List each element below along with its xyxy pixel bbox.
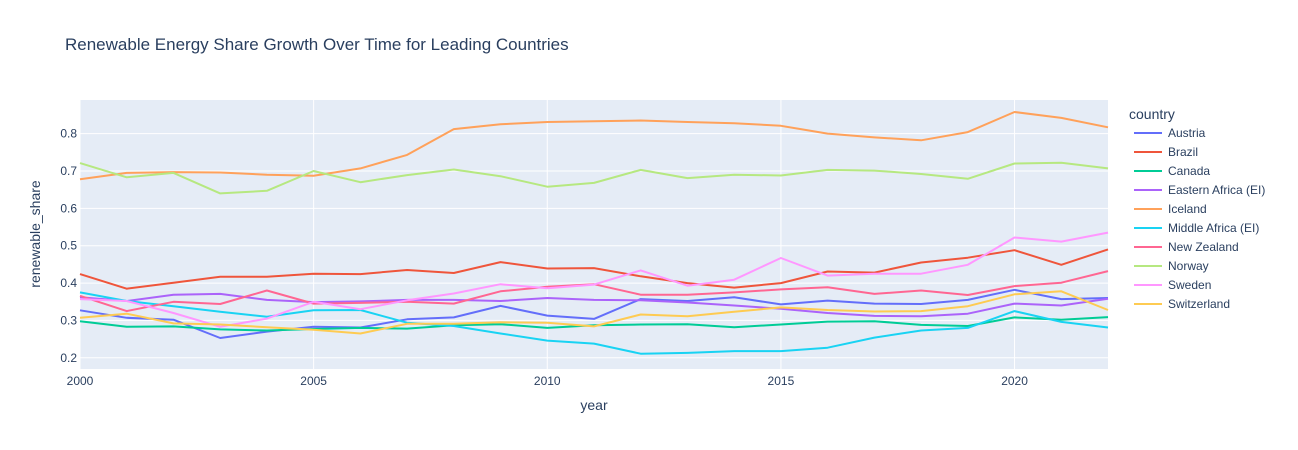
x-axis-title: year [580, 397, 608, 413]
y-tick-label: 0.8 [60, 127, 77, 141]
series-line-switzerland [79, 290, 1109, 335]
series-line-middle-africa-ei [79, 291, 1109, 355]
legend-label-eastern-africa-ei: Eastern Africa (EI) [1168, 183, 1265, 197]
legend-label-iceland: Iceland [1168, 202, 1207, 216]
y-tick-label: 0.2 [60, 351, 77, 365]
x-tick-label: 2010 [534, 374, 561, 388]
y-axis-ticks: 0.2 0.3 0.4 0.5 0.6 0.7 0.8 [60, 127, 77, 365]
legend-label-brazil: Brazil [1168, 145, 1198, 159]
legend-label-canada: Canada [1168, 164, 1210, 178]
legend: country Austria Brazil Canada Eastern Afric… [1129, 106, 1265, 311]
x-tick-label: 2015 [768, 374, 795, 388]
series-line-austria [79, 288, 1109, 339]
x-axis-ticks: 2000 2005 2010 2015 2020 [67, 374, 1029, 388]
legend-label-austria: Austria [1168, 126, 1206, 140]
legend-label-switzerland: Switzerland [1168, 297, 1230, 311]
series-line-brazil [79, 248, 1109, 290]
chart-title: Renewable Energy Share Growth Over Time … [65, 35, 569, 54]
x-tick-label: 2020 [1001, 374, 1028, 388]
y-tick-label: 0.4 [60, 276, 77, 290]
y-tick-label: 0.5 [60, 239, 77, 253]
x-tick-label: 2000 [67, 374, 94, 388]
x-tick-label: 2005 [300, 374, 327, 388]
y-tick-label: 0.6 [60, 201, 77, 215]
series-lines [79, 111, 1109, 355]
series-line-sweden [79, 231, 1109, 328]
series-line-canada [79, 316, 1109, 332]
legend-title: country [1129, 106, 1175, 122]
legend-label-sweden: Sweden [1168, 278, 1211, 292]
y-tick-label: 0.3 [60, 313, 77, 327]
plot-area [80, 100, 1108, 369]
series-line-iceland [79, 111, 1109, 181]
y-axis-title: renewable_share [27, 180, 43, 288]
legend-label-new-zealand: New Zealand [1168, 240, 1239, 254]
legend-label-norway: Norway [1168, 259, 1209, 273]
series-line-eastern-africa-ei [79, 292, 1109, 318]
legend-label-middle-africa-ei: Middle Africa (EI) [1168, 221, 1259, 235]
series-line-norway [79, 161, 1109, 195]
y-tick-label: 0.7 [60, 164, 77, 178]
